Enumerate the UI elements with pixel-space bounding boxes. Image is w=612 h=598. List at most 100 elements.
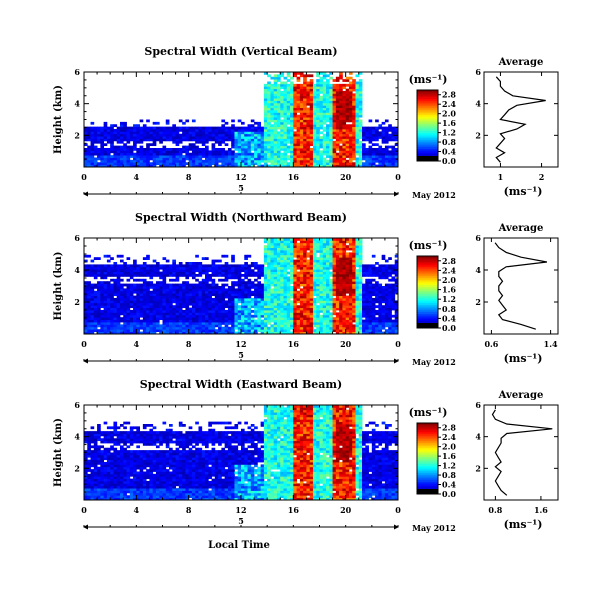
heatmap-cell — [276, 83, 281, 87]
heatmap-cell — [97, 307, 101, 311]
heatmap-cell — [155, 131, 160, 135]
heatmap-cell — [293, 290, 297, 294]
colorbar-tick-label: 0.0 — [442, 156, 456, 166]
heatmap-cell — [129, 126, 134, 130]
heatmap-cell — [172, 131, 176, 135]
heatmap-cell — [270, 95, 275, 99]
heatmap-cell — [290, 319, 294, 323]
heatmap-cell — [221, 140, 226, 144]
heatmap-cell — [283, 326, 288, 330]
heatmap-cell — [231, 124, 235, 128]
colorbar-segment — [417, 139, 438, 142]
heatmap-cell — [342, 148, 347, 151]
heatmap-cell — [299, 245, 304, 248]
heatmap-cell — [267, 302, 271, 306]
heatmap-cell — [260, 150, 265, 154]
heatmap-cell — [260, 148, 265, 151]
heatmap-cell — [388, 136, 392, 139]
heatmap-cell — [182, 269, 186, 272]
heatmap-cell — [303, 314, 307, 318]
heatmap-cell — [273, 269, 278, 272]
heatmap-cell — [149, 300, 154, 304]
heatmap-cell — [244, 129, 248, 132]
heatmap-cell — [149, 138, 154, 142]
heatmap-cell — [332, 293, 337, 296]
heatmap-cell — [182, 290, 186, 294]
heatmap-cell — [322, 264, 327, 268]
heatmap-cell — [263, 164, 268, 168]
heatmap-cell — [322, 245, 327, 248]
heatmap-cell — [119, 298, 124, 301]
heatmap-cell — [306, 152, 311, 156]
heatmap-cell — [263, 250, 268, 253]
heatmap-cell — [339, 152, 343, 156]
heatmap-cell — [335, 312, 340, 316]
heatmap-cell — [234, 126, 239, 130]
heatmap-cell — [126, 257, 131, 260]
heatmap-cell — [286, 121, 291, 125]
heatmap-cell — [352, 300, 356, 304]
heatmap-cell — [326, 143, 330, 147]
heatmap-cell — [270, 126, 275, 130]
colorbar-segment — [417, 127, 438, 130]
heatmap-cell — [182, 274, 186, 277]
heatmap-cell — [276, 105, 281, 109]
heatmap-cell — [221, 317, 226, 320]
heatmap-cell — [316, 276, 320, 280]
heatmap-cell — [136, 307, 140, 311]
heatmap-cell — [326, 257, 330, 260]
heatmap-cell — [227, 290, 232, 294]
heatmap-cell — [254, 324, 258, 328]
heatmap-cell — [224, 314, 229, 318]
heatmap-cell — [106, 274, 111, 277]
heatmap-cell — [316, 95, 320, 99]
heatmap-cell — [195, 264, 199, 268]
heatmap-cell — [362, 126, 366, 130]
heatmap-cell — [116, 329, 121, 332]
heatmap-cell — [152, 269, 157, 272]
heatmap-cell — [339, 274, 343, 277]
heatmap-cell — [119, 126, 124, 130]
heatmap-cell — [198, 305, 203, 308]
heatmap-cell — [276, 262, 281, 265]
heatmap-cell — [208, 283, 212, 287]
heatmap-cell — [260, 300, 265, 304]
heatmap-cell — [345, 276, 350, 280]
heatmap-cell — [208, 264, 212, 268]
heatmap-cell — [234, 148, 239, 151]
heatmap-cell — [345, 264, 350, 268]
heatmap-cell — [270, 307, 275, 311]
heatmap-cell — [306, 269, 311, 272]
heatmap-cell — [244, 254, 248, 258]
heatmap-cell — [169, 157, 173, 161]
heatmap-cell — [335, 317, 340, 320]
heatmap-cell — [352, 254, 356, 258]
heatmap-cell — [90, 133, 95, 137]
heatmap-cell — [348, 290, 353, 294]
heatmap-cell — [342, 307, 347, 311]
heatmap-cell — [263, 83, 268, 87]
heatmap-cell — [352, 140, 356, 144]
heatmap-cell — [205, 271, 209, 275]
heatmap-cell — [384, 162, 389, 166]
heatmap-cell — [342, 143, 347, 147]
heatmap-cell — [159, 331, 163, 335]
heatmap-cell — [191, 290, 196, 294]
heatmap-cell — [221, 310, 226, 313]
heatmap-cell — [218, 322, 222, 325]
heatmap-cell — [116, 326, 121, 330]
heatmap-cell — [214, 295, 219, 299]
heatmap-cell — [106, 290, 111, 294]
heatmap-cell — [381, 152, 386, 156]
heatmap-cell — [312, 240, 317, 244]
heatmap-cell — [224, 329, 229, 332]
heatmap-cell — [306, 74, 311, 78]
heatmap-cell — [152, 148, 157, 151]
heatmap-cell — [129, 329, 134, 332]
heatmap-cell — [267, 254, 271, 258]
heatmap-cell — [178, 305, 183, 308]
heatmap-cell — [250, 145, 255, 149]
heatmap-cell — [116, 148, 121, 151]
heatmap-cell — [182, 322, 186, 325]
heatmap-cell — [201, 143, 206, 147]
